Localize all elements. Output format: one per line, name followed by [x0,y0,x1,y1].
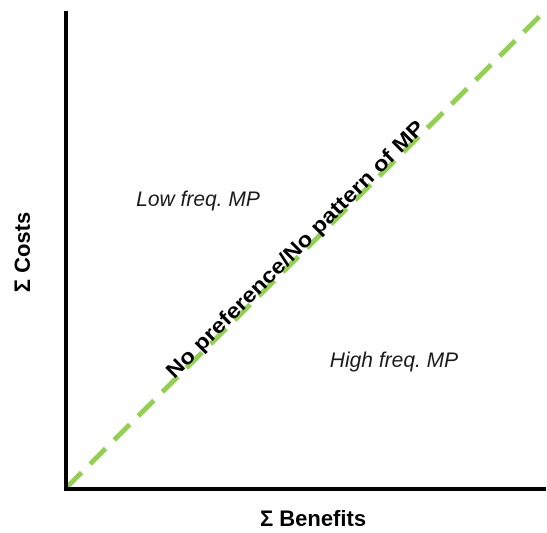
diagonal-label: No preference/No pattern of MP [162,116,430,383]
region-label-low-freq: Low freq. MP [136,188,260,211]
y-axis-label: Σ Costs [10,212,35,292]
diagonal-dashed-line [64,8,547,490]
region-label-high-freq: High freq. MP [330,349,458,372]
x-axis-label: Σ Benefits [260,506,366,531]
